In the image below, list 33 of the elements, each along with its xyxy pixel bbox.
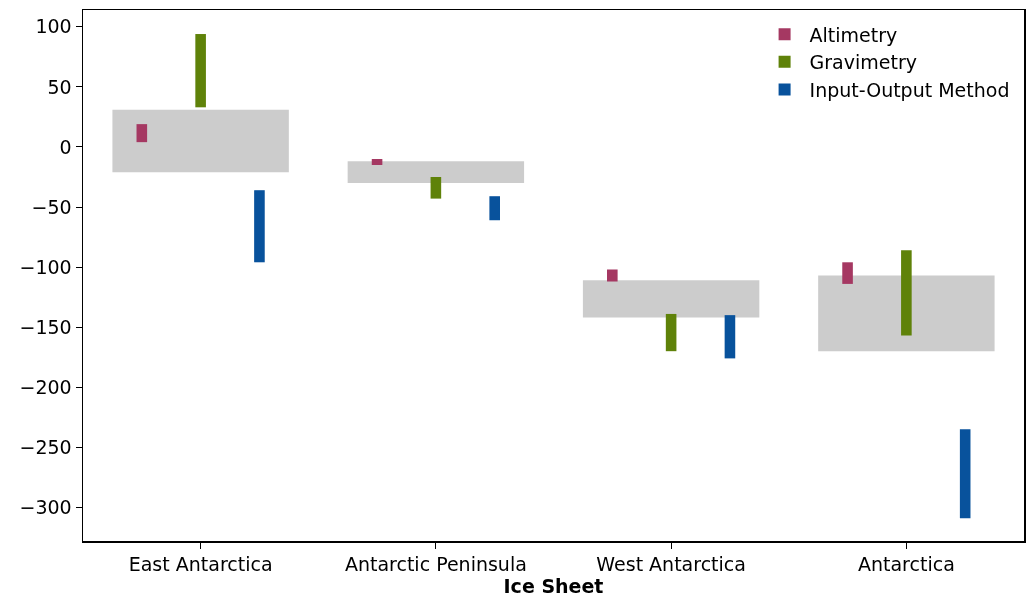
x-tick-label: Antarctic Peninsula [344,553,527,576]
bar [665,313,677,352]
bar [959,429,971,519]
bar [254,190,265,263]
bar [371,158,383,165]
bar [842,262,853,284]
x-tick-label: Antarctica [857,553,955,576]
bar [112,109,289,173]
bar [901,250,912,336]
y-tick-label: −200 [19,375,72,398]
x-axis-title: Ice Sheet [503,575,604,598]
bar [347,161,525,183]
y-tick-label: −100 [19,255,72,278]
legend-label: Altimetry [809,23,898,46]
legend-label: Input-Output Method [809,78,1010,101]
y-tick-label: −300 [19,496,72,519]
y-tick-label: −50 [31,195,72,218]
y-tick-label: −250 [19,435,72,458]
legend-label: Gravimetry [809,51,917,74]
x-tick-label: West Antarctica [596,553,746,576]
y-tick-label: 50 [47,75,72,98]
bar [136,124,148,143]
y-tick-label: 0 [59,135,72,158]
x-tick-label: East Antarctica [128,553,273,576]
y-tick-label: 100 [35,15,72,38]
bar [489,196,500,221]
bar [607,269,618,282]
bar [430,176,442,199]
bar [818,275,995,352]
y-tick-label: −150 [19,315,72,338]
bar [724,315,736,359]
bar [195,34,206,108]
bar [582,280,760,318]
